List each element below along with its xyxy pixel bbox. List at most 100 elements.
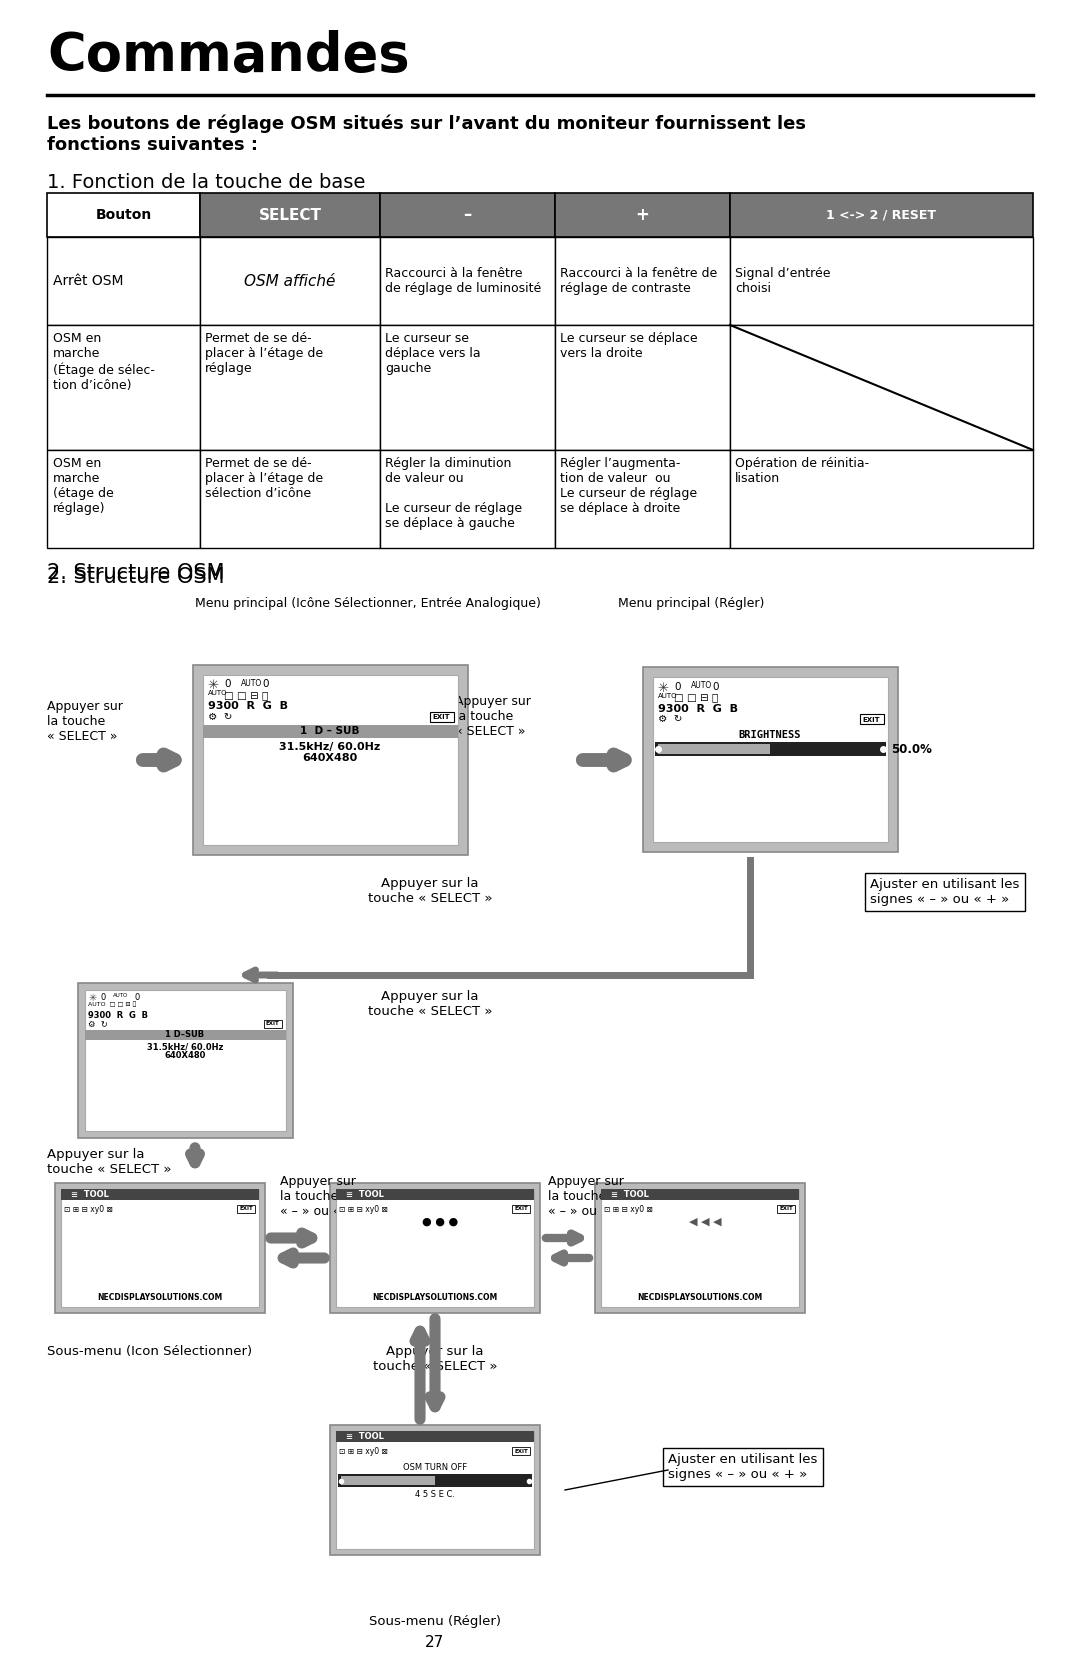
Text: 9300  R  G  B: 9300 R G B <box>87 1010 148 1020</box>
Text: Raccourci à la fenêtre
de réglage de luminosité: Raccourci à la fenêtre de réglage de lum… <box>384 267 541 295</box>
Bar <box>658 744 770 754</box>
Bar <box>512 1447 530 1455</box>
Text: ✳: ✳ <box>89 993 96 1003</box>
Text: ≡  TOOL: ≡ TOOL <box>611 1190 649 1198</box>
Text: AUTO: AUTO <box>207 689 227 696</box>
Text: BRIGHTNESS: BRIGHTNESS <box>739 729 801 739</box>
Text: Appuyer sur
la touche
« SELECT »: Appuyer sur la touche « SELECT » <box>48 699 123 743</box>
Bar <box>203 674 458 845</box>
Bar <box>192 664 468 855</box>
Text: 2. Structure OSM: 2. Structure OSM <box>48 567 225 587</box>
Text: 50.0%: 50.0% <box>891 743 932 756</box>
Text: ◀ ◀ ◀: ◀ ◀ ◀ <box>689 1217 721 1227</box>
Text: EXIT: EXIT <box>266 1021 280 1026</box>
Bar <box>555 194 730 237</box>
Text: 27: 27 <box>426 1636 445 1651</box>
Text: Le curseur se
déplace vers la
gauche: Le curseur se déplace vers la gauche <box>384 332 481 376</box>
Text: ✳: ✳ <box>658 681 669 694</box>
Text: 1  D – SUB: 1 D – SUB <box>300 726 360 736</box>
Bar <box>336 1430 534 1549</box>
Bar <box>643 668 897 853</box>
Bar <box>336 1188 534 1307</box>
Bar <box>654 743 886 756</box>
Text: Ajuster en utilisant les
signes « – » ou « + »: Ajuster en utilisant les signes « – » ou… <box>669 1454 818 1480</box>
Bar <box>60 1188 259 1307</box>
Text: Appuyer sur la
touche « SELECT »: Appuyer sur la touche « SELECT » <box>48 1148 172 1177</box>
Text: OSM en
marche
(Étage de sélec-
tion d’icône): OSM en marche (Étage de sélec- tion d’ic… <box>53 332 154 392</box>
Text: 0: 0 <box>675 681 681 691</box>
Bar <box>336 1430 534 1442</box>
Text: 31.5kHz/ 60.0Hz: 31.5kHz/ 60.0Hz <box>280 743 380 753</box>
Text: +: + <box>635 205 649 224</box>
Text: Régler la diminution
de valeur ou

Le curseur de réglage
se déplace à gauche: Régler la diminution de valeur ou Le cur… <box>384 457 522 531</box>
Bar <box>555 325 730 451</box>
Text: 0: 0 <box>100 993 106 1001</box>
Text: 0: 0 <box>713 681 719 691</box>
Text: ⊡ ⊞ ⊟ xy0 ⊠: ⊡ ⊞ ⊟ xy0 ⊠ <box>339 1447 388 1455</box>
Text: ✳: ✳ <box>207 679 218 693</box>
Text: 640X480: 640X480 <box>302 753 357 763</box>
Text: Signal d’entrée
choisi: Signal d’entrée choisi <box>735 267 831 295</box>
Text: Ajuster en utilisant les
signes « – » ou « + »: Ajuster en utilisant les signes « – » ou… <box>870 878 1020 906</box>
Bar <box>60 1188 259 1200</box>
Text: Commandes: Commandes <box>48 30 409 82</box>
Bar <box>730 325 1032 451</box>
Bar <box>341 1475 435 1485</box>
Text: ⊡ ⊞ ⊟ xy0 ⊠: ⊡ ⊞ ⊟ xy0 ⊠ <box>339 1205 388 1213</box>
Text: 0: 0 <box>135 993 139 1001</box>
Text: ≡  TOOL: ≡ TOOL <box>346 1432 383 1440</box>
Text: Appuyer sur la
touche « SELECT »: Appuyer sur la touche « SELECT » <box>373 1345 497 1374</box>
Text: ⚙  ↻: ⚙ ↻ <box>207 713 232 723</box>
Bar <box>730 237 1032 325</box>
Bar <box>200 237 380 325</box>
Bar <box>237 1205 255 1213</box>
Text: Sous-menu (Régler): Sous-menu (Régler) <box>369 1616 501 1627</box>
Text: AUTO: AUTO <box>658 693 677 699</box>
Text: Menu principal (Icône Sélectionner, Entrée Analogique): Menu principal (Icône Sélectionner, Entr… <box>195 598 541 609</box>
Text: 0: 0 <box>225 679 231 689</box>
Text: Raccourci à la fenêtre de
réglage de contraste: Raccourci à la fenêtre de réglage de con… <box>561 267 717 295</box>
Bar <box>380 237 555 325</box>
Bar <box>600 1188 799 1307</box>
Text: Les boutons de réglage OSM situés sur l’avant du moniteur fournissent les
foncti: Les boutons de réglage OSM situés sur l’… <box>48 115 806 154</box>
Text: NECDISPLAYSOLUTIONS.COM: NECDISPLAYSOLUTIONS.COM <box>97 1293 222 1302</box>
Bar <box>336 1188 534 1200</box>
Bar <box>730 194 1032 237</box>
Text: EXIT: EXIT <box>779 1207 793 1212</box>
Text: AUTO  □ □ ⊟ ⦀: AUTO □ □ ⊟ ⦀ <box>87 1001 136 1006</box>
Bar <box>203 724 458 738</box>
Text: NECDISPLAYSOLUTIONS.COM: NECDISPLAYSOLUTIONS.COM <box>637 1293 762 1302</box>
Text: 1 <-> 2 / RESET: 1 <-> 2 / RESET <box>826 209 936 222</box>
Text: Arrêt OSM: Arrêt OSM <box>53 274 123 289</box>
Text: Appuyer sur
la touche
« – » ou « + »: Appuyer sur la touche « – » ou « + » <box>280 1175 367 1218</box>
Bar <box>380 325 555 451</box>
Bar <box>330 1183 540 1314</box>
Text: ⚙  ↻: ⚙ ↻ <box>658 714 681 724</box>
Bar <box>777 1205 795 1213</box>
Bar <box>730 451 1032 547</box>
Text: 31.5kHz/ 60.0Hz: 31.5kHz/ 60.0Hz <box>147 1043 224 1051</box>
Text: EXIT: EXIT <box>863 716 880 723</box>
Bar <box>55 1183 265 1314</box>
Bar <box>264 1020 282 1028</box>
Bar <box>600 1188 799 1200</box>
Bar <box>860 714 883 724</box>
Text: ≡  TOOL: ≡ TOOL <box>71 1190 109 1198</box>
Bar <box>555 237 730 325</box>
Text: ⚙  ↻: ⚙ ↻ <box>87 1020 107 1028</box>
Text: 1 D–SUB: 1 D–SUB <box>165 1030 204 1040</box>
Bar <box>380 194 555 237</box>
Bar <box>48 325 200 451</box>
Text: Régler l’augmenta-
tion de valeur  ou
Le curseur de réglage
se déplace à droite: Régler l’augmenta- tion de valeur ou Le … <box>561 457 697 516</box>
Bar <box>200 194 380 237</box>
Text: EXIT: EXIT <box>433 714 450 719</box>
Text: 1. Fonction de la touche de base: 1. Fonction de la touche de base <box>48 174 365 192</box>
Text: Bouton: Bouton <box>95 209 151 222</box>
Text: –: – <box>463 205 472 224</box>
Text: AUTO: AUTO <box>241 679 261 688</box>
Text: 640X480: 640X480 <box>164 1051 205 1060</box>
Text: OSM TURN OFF: OSM TURN OFF <box>403 1464 467 1472</box>
Text: OSM en
marche
(étage de
réglage): OSM en marche (étage de réglage) <box>53 457 113 516</box>
Bar <box>48 194 200 237</box>
Text: ⊡ ⊞ ⊟ xy0 ⊠: ⊡ ⊞ ⊟ xy0 ⊠ <box>604 1205 653 1213</box>
